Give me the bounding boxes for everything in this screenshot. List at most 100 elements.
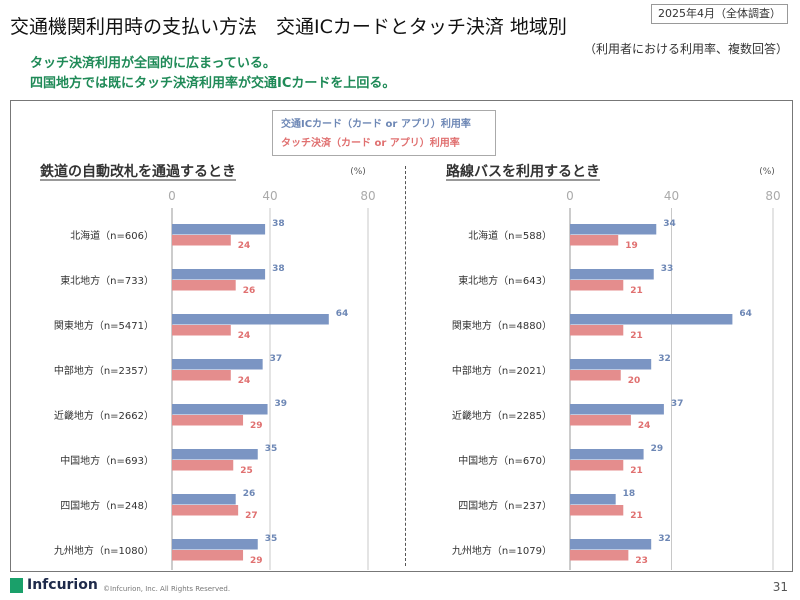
bar-touch xyxy=(570,370,621,381)
category-label: 四国地方（n=248） xyxy=(60,499,154,512)
bar-touch xyxy=(172,460,234,471)
bar-touch xyxy=(570,235,619,246)
data-label-touch: 24 xyxy=(638,421,651,431)
data-label-touch: 19 xyxy=(625,241,638,251)
key-message-2: 四国地方では既にタッチ決済利用率が交通ICカードを上回る。 xyxy=(30,76,396,91)
bar-touch xyxy=(172,235,231,246)
data-label-touch: 29 xyxy=(250,421,263,431)
category-label: 近畿地方（n=2662） xyxy=(54,409,154,422)
category-label: 東北地方（n=643） xyxy=(458,274,552,287)
bar-ic xyxy=(570,269,654,280)
data-label-touch: 20 xyxy=(628,376,641,386)
bar-ic xyxy=(570,449,644,460)
data-label-touch: 21 xyxy=(630,286,643,296)
brand-logo: Infcurion xyxy=(10,577,98,593)
bar-ic xyxy=(570,539,652,550)
tick-label: 0 xyxy=(168,189,176,203)
data-label-ic: 29 xyxy=(651,444,664,454)
bar-ic xyxy=(570,314,733,325)
data-label-ic: 34 xyxy=(663,219,676,229)
bar-ic xyxy=(570,404,664,415)
category-label: 近畿地方（n=2285） xyxy=(452,409,552,422)
category-label: 四国地方（n=237） xyxy=(458,499,552,512)
bar-ic xyxy=(570,494,616,505)
category-label: 北海道（n=606） xyxy=(70,229,154,242)
copyright: ©Infcurion, Inc. All Rights Reserved. xyxy=(103,585,231,593)
tick-label: 80 xyxy=(360,189,375,203)
panel-title: 鉄道の自動改札を通過するとき xyxy=(40,163,236,180)
unit-label: (%) xyxy=(759,167,775,177)
data-label-touch: 27 xyxy=(245,511,258,521)
data-label-ic: 64 xyxy=(336,309,349,319)
data-label-touch: 21 xyxy=(630,511,643,521)
bar-touch xyxy=(172,415,244,426)
category-label: 中部地方（n=2021） xyxy=(452,364,552,377)
brand-mark-icon xyxy=(10,577,23,593)
tick-label: 40 xyxy=(262,189,277,203)
data-label-ic: 37 xyxy=(671,399,684,409)
brand-name: Infcurion xyxy=(27,577,98,593)
bar-touch xyxy=(570,415,631,426)
data-label-touch: 29 xyxy=(250,556,263,566)
tick-label: 0 xyxy=(566,189,574,203)
data-label-touch: 24 xyxy=(238,331,251,341)
bar-touch xyxy=(172,550,244,561)
bar-ic xyxy=(570,224,657,235)
category-label: 東北地方（n=733） xyxy=(60,274,154,287)
data-label-ic: 37 xyxy=(270,354,283,364)
panel-divider xyxy=(405,166,406,566)
unit-label: (%) xyxy=(350,167,366,177)
data-label-ic: 64 xyxy=(739,309,752,319)
panel-title: 路線バスを利用するとき xyxy=(446,163,600,180)
bar-touch xyxy=(172,370,231,381)
bar-ic xyxy=(172,359,263,370)
bar-ic xyxy=(172,404,268,415)
bar-ic xyxy=(172,269,266,280)
category-label: 九州地方（n=1079） xyxy=(452,544,552,557)
bar-touch xyxy=(570,325,624,336)
data-label-ic: 32 xyxy=(658,534,671,544)
data-label-ic: 38 xyxy=(272,219,285,229)
category-label: 中国地方（n=670） xyxy=(458,454,552,467)
category-label: 中国地方（n=693） xyxy=(60,454,154,467)
bar-touch xyxy=(570,505,624,516)
category-label: 関東地方（n=4880） xyxy=(452,319,552,332)
bar-ic xyxy=(172,494,236,505)
bar-ic xyxy=(172,449,258,460)
bar-touch xyxy=(172,505,239,516)
data-label-ic: 35 xyxy=(265,534,278,544)
legend-ic: 交通ICカード（カード or アプリ）利用率 xyxy=(281,119,471,130)
data-label-ic: 33 xyxy=(661,264,674,274)
bar-ic xyxy=(172,224,266,235)
data-label-ic: 26 xyxy=(243,489,256,499)
key-message-1: タッチ決済利用が全国的に広まっている。 xyxy=(30,56,276,71)
data-label-touch: 24 xyxy=(238,241,251,251)
category-label: 関東地方（n=5471） xyxy=(54,319,154,332)
chart-bus: 路線バスを利用するとき (%) 0 40 80 北海道（n=588） 34 19 東北地方（n=… xyxy=(446,163,781,570)
bar-touch xyxy=(570,550,629,561)
data-label-ic: 38 xyxy=(272,264,285,274)
data-label-touch: 25 xyxy=(240,466,253,476)
data-label-ic: 35 xyxy=(265,444,278,454)
data-label-touch: 23 xyxy=(635,556,648,566)
bar-ic xyxy=(570,359,652,370)
data-label-touch: 24 xyxy=(238,376,251,386)
page-title: 交通機関利用時の支払い方法 交通ICカードとタッチ決済 地域別 xyxy=(10,16,567,38)
chart-rail: 鉄道の自動改札を通過するとき (%) 0 40 80 北海道（n=606） 38 24 東北地方… xyxy=(40,163,376,570)
survey-date-tag: 2025年4月（全体調査） xyxy=(651,4,788,24)
bar-touch xyxy=(172,325,231,336)
bar-touch xyxy=(570,280,624,291)
legend-touch: タッチ決済（カード or アプリ）利用率 xyxy=(281,138,460,149)
bar-touch xyxy=(172,280,236,291)
tick-label: 40 xyxy=(664,189,679,203)
bar-touch xyxy=(570,460,624,471)
data-label-touch: 21 xyxy=(630,466,643,476)
data-label-ic: 18 xyxy=(623,489,636,499)
chart-frame xyxy=(10,100,793,572)
bar-ic xyxy=(172,539,258,550)
category-label: 中部地方（n=2357） xyxy=(54,364,154,377)
bar-ic xyxy=(172,314,329,325)
data-label-touch: 21 xyxy=(630,331,643,341)
page-number: 31 xyxy=(772,580,788,594)
data-label-ic: 39 xyxy=(275,399,288,409)
